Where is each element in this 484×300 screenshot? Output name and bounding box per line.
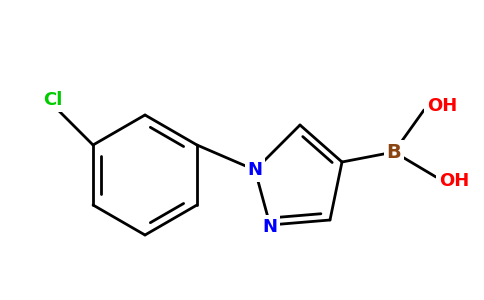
Text: N: N [247, 161, 262, 179]
Text: OH: OH [439, 172, 469, 190]
Text: B: B [387, 142, 401, 161]
Text: N: N [262, 218, 277, 236]
Text: Cl: Cl [44, 91, 63, 109]
Text: OH: OH [427, 97, 457, 115]
